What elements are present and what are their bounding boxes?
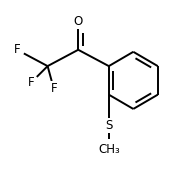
- Text: F: F: [14, 43, 20, 56]
- Text: S: S: [105, 119, 112, 132]
- Text: F: F: [28, 76, 35, 89]
- Text: O: O: [74, 15, 83, 28]
- Text: F: F: [51, 82, 57, 95]
- Text: CH₃: CH₃: [98, 143, 120, 156]
